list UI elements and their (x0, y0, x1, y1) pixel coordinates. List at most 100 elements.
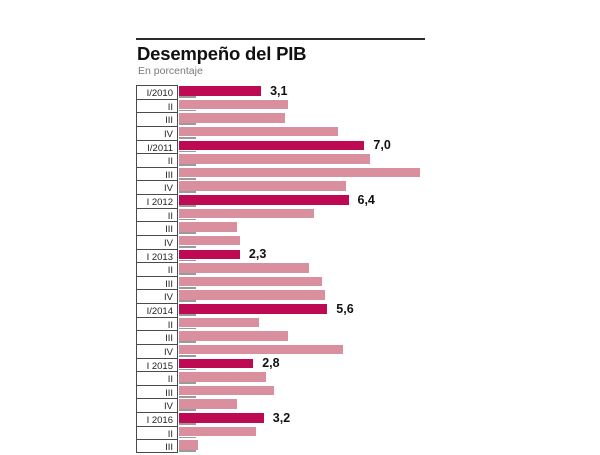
row-label: IV (136, 125, 178, 140)
row-label: II (136, 153, 178, 167)
chart-row: I/2011 7,0 (136, 138, 466, 154)
bar-quarter (179, 385, 275, 396)
value-label: 7,0 (373, 138, 391, 152)
bar-base-tick (179, 218, 196, 221)
chart-row: I 2013 2,3 (136, 247, 466, 263)
chart-row: IV (136, 234, 466, 249)
bar-quarter (179, 113, 285, 123)
chart-row: IV (136, 180, 466, 194)
chart-row: I 2012 6,4 (136, 193, 466, 208)
bar-base-tick (179, 177, 196, 180)
bar-base-tick (179, 409, 196, 412)
chart-row: II (136, 425, 466, 440)
bar-base-tick (179, 273, 196, 275)
chart-row: IV (136, 289, 466, 303)
row-label: IV (136, 180, 178, 194)
bar-base-tick (179, 245, 196, 248)
row-label: II (136, 262, 178, 276)
bar-quarter (179, 290, 325, 300)
row-label: II (136, 371, 178, 385)
bar-quarter-highlight (179, 413, 264, 423)
bar-base-tick (179, 300, 196, 303)
bar-quarter (179, 222, 238, 232)
bar-base-tick (179, 191, 196, 194)
chart-top-rule (136, 38, 425, 40)
row-label: I/2014 (136, 303, 178, 317)
chart-row: IV (136, 343, 466, 358)
bar-base-tick (179, 123, 196, 126)
bar-quarter (179, 235, 240, 246)
bar-base-tick (179, 164, 196, 166)
chart-rows-container: I/2010 3,1 II III IV I/2011 7,0 II III IV I 2012 6,… (136, 83, 466, 453)
bar-base-tick (179, 96, 196, 98)
chart-row: II (136, 262, 466, 276)
row-label: III (136, 439, 178, 453)
bar-quarter (179, 440, 198, 450)
bar-quarter-highlight (179, 304, 328, 314)
chart-row: II (136, 153, 466, 167)
bar-base-tick (179, 382, 196, 384)
gdp-bar-chart: Desempeño del PIB En porcentaje I/2010 3,… (136, 38, 466, 455)
chart-row: IV (136, 125, 466, 140)
chart-row: II (136, 371, 466, 385)
row-label: IV (136, 343, 178, 358)
row-label: IV (136, 234, 178, 249)
row-label: III (136, 384, 178, 399)
bar-base-tick (179, 450, 196, 453)
chart-row: II (136, 98, 466, 113)
bar-quarter-highlight (179, 86, 262, 96)
row-label: II (136, 98, 178, 113)
bar-quarter-highlight (179, 140, 365, 151)
bar-base-tick (179, 150, 196, 153)
value-label: 2,3 (248, 247, 267, 261)
chart-row: III (136, 275, 466, 290)
bar-quarter (179, 372, 267, 382)
row-label: II (136, 207, 178, 222)
row-label: III (136, 330, 178, 344)
row-label: IV (136, 289, 178, 303)
row-label: IV (136, 398, 178, 412)
chart-row: II (136, 207, 466, 222)
chart-row: I 2015 2,8 (136, 356, 466, 372)
row-label: I 2013 (136, 248, 178, 263)
chart-row: III (136, 330, 466, 344)
chart-row: II (136, 316, 466, 331)
bar-quarter (179, 126, 338, 137)
chart-title: Desempeño del PIB (137, 43, 307, 64)
bar-quarter (179, 181, 346, 191)
bar-base-tick (179, 314, 196, 316)
value-label: 3,1 (270, 83, 288, 98)
chart-row: III (136, 439, 466, 453)
row-label: II (136, 425, 178, 440)
row-label: I 2015 (136, 357, 178, 372)
bar-quarter (179, 99, 288, 110)
chart-row: I 2016 3,2 (136, 411, 466, 426)
bar-base-tick (179, 395, 196, 398)
row-label: I/2011 (136, 139, 178, 154)
bar-quarter-highlight (179, 195, 349, 205)
bar-base-tick (179, 286, 196, 289)
bar-base-tick (179, 436, 196, 439)
row-label: III (136, 112, 178, 126)
chart-subtitle: En porcentaje (138, 65, 203, 77)
bar-quarter (179, 208, 315, 219)
value-label: 2,8 (262, 356, 280, 370)
chart-row: III (136, 384, 466, 399)
chart-row: III (136, 221, 466, 235)
bar-base-tick (179, 205, 196, 207)
bar-quarter (179, 167, 420, 178)
row-label: I 2012 (136, 194, 178, 208)
bar-quarter (179, 317, 259, 328)
bar-quarter-highlight (179, 249, 240, 260)
bar-base-tick (179, 354, 196, 357)
bar-base-tick (179, 232, 196, 235)
chart-row: III (136, 112, 466, 126)
bar-base-tick (179, 423, 196, 425)
chart-row: I/2014 5,6 (136, 302, 466, 317)
chart-row: I/2010 3,1 (136, 83, 466, 99)
row-label: III (136, 166, 178, 181)
bar-base-tick (179, 327, 196, 330)
row-label: III (136, 221, 178, 235)
row-label: I 2016 (136, 412, 178, 426)
